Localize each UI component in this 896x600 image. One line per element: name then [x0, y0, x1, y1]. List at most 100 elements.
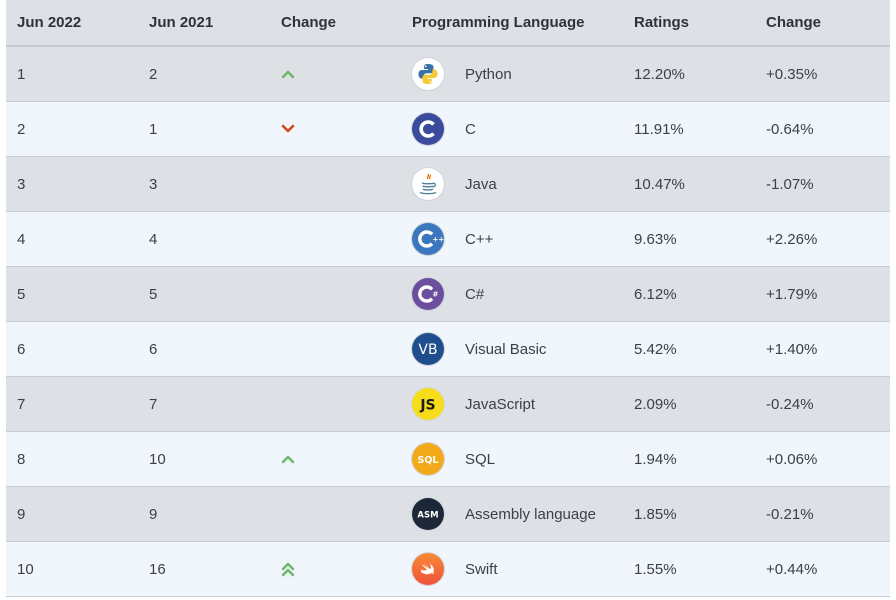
c-logo-icon — [412, 113, 444, 145]
table-row: 3 3 Java 10.47% -1.07% — [6, 157, 890, 212]
rating-change: -0.21% — [766, 505, 814, 523]
table-row: 4 4 ++ C++ 9.63% +2.26% — [6, 212, 890, 267]
rating-change: +2.26% — [766, 230, 818, 248]
language-cell: Swift — [412, 542, 498, 596]
rank-2022: 5 — [17, 285, 26, 303]
rating-change: +0.06% — [766, 450, 818, 468]
table-row: 8 10 SQL SQL 1.94% +0.06% — [6, 432, 890, 487]
header-jun-2022[interactable]: Jun 2022 — [17, 14, 82, 31]
rating-value: 1.55% — [634, 560, 677, 578]
rank-2021: 3 — [149, 175, 158, 193]
table-row: 1 2 Python 12.20% +0.35% — [6, 47, 890, 102]
rank-change-indicator — [281, 47, 295, 101]
asm-logo-icon: ASM — [412, 498, 444, 530]
rating-value: 11.91% — [634, 120, 684, 138]
rating-value: 1.94% — [634, 450, 677, 468]
language-name: C# — [465, 285, 485, 303]
csharp-logo-icon: # — [412, 278, 444, 310]
table-row: 10 16 Swift 1.55% +0.44% — [6, 542, 890, 597]
language-cell: SQL SQL — [412, 432, 495, 486]
rating-change: +1.79% — [766, 285, 818, 303]
language-cell: ++ C++ — [412, 212, 493, 266]
rating-value: 2.09% — [634, 395, 677, 413]
rating-change: -0.24% — [766, 395, 814, 413]
header-change-rating[interactable]: Change — [766, 14, 822, 31]
language-name: Visual Basic — [465, 340, 547, 358]
python-logo-icon — [412, 58, 444, 90]
language-name: Python — [465, 65, 512, 83]
sql-logo-icon: SQL — [412, 443, 444, 475]
language-name: C++ — [465, 230, 494, 248]
language-cell: C — [412, 102, 476, 156]
rank-2021: 2 — [149, 65, 158, 83]
rank-change-indicator — [281, 542, 295, 596]
language-name: JavaScript — [465, 395, 536, 413]
svg-text:JS: JS — [419, 398, 435, 414]
arrow-up-icon — [281, 69, 295, 79]
rating-value: 9.63% — [634, 230, 677, 248]
rank-change-indicator — [281, 102, 295, 156]
rating-change: +1.40% — [766, 340, 818, 358]
language-name: Assembly language — [465, 505, 596, 523]
arrow-down-icon — [281, 124, 295, 134]
language-name: Java — [465, 175, 497, 193]
arrow-up-icon — [281, 454, 295, 464]
table-row: 7 7 JS JavaScript 2.09% -0.24% — [6, 377, 890, 432]
rank-2022: 8 — [17, 450, 26, 468]
language-cell: Java — [412, 157, 497, 211]
vb-logo-icon: VB — [412, 333, 444, 365]
rank-2022: 1 — [17, 65, 26, 83]
rank-2021: 6 — [149, 340, 158, 358]
rating-value: 6.12% — [634, 285, 677, 303]
table-row: 6 6 VB Visual Basic 5.42% +1.40% — [6, 322, 890, 377]
rank-2022: 9 — [17, 505, 26, 523]
rating-value: 12.20% — [634, 65, 685, 83]
rank-2022: 6 — [17, 340, 26, 358]
language-cell: # C# — [412, 267, 484, 321]
svg-text:#: # — [433, 291, 439, 299]
header-jun-2021[interactable]: Jun 2021 — [149, 14, 214, 31]
rank-2022: 10 — [17, 560, 34, 578]
js-logo-icon: JS — [412, 388, 444, 420]
svg-text:++: ++ — [433, 236, 445, 244]
rank-2021: 5 — [149, 285, 158, 303]
svg-text:VB: VB — [418, 342, 437, 358]
language-ranking-table: Jun 2022 Jun 2021 Change Programming Lan… — [6, 0, 890, 597]
rating-value: 5.42% — [634, 340, 677, 358]
rank-change-indicator — [281, 432, 295, 486]
table-row: 2 1 C 11.91% -0.64% — [6, 102, 890, 157]
svg-text:SQL: SQL — [418, 455, 439, 466]
rank-2021: 16 — [149, 560, 166, 578]
header-programming-language[interactable]: Programming Language — [412, 14, 585, 31]
header-ratings[interactable]: Ratings — [634, 14, 690, 31]
rating-value: 1.85% — [634, 505, 677, 523]
table-header: Jun 2022 Jun 2021 Change Programming Lan… — [6, 0, 890, 47]
rank-2022: 4 — [17, 230, 26, 248]
rank-2021: 4 — [149, 230, 158, 248]
table-row: 9 9 ASM Assembly language 1.85% -0.21% — [6, 487, 890, 542]
rank-2022: 3 — [17, 175, 26, 193]
rank-2021: 1 — [149, 120, 158, 138]
svg-text:ASM: ASM — [417, 511, 438, 521]
language-name: Swift — [465, 560, 498, 578]
swift-logo-icon — [412, 553, 444, 585]
language-name: SQL — [465, 450, 496, 468]
java-logo-icon — [412, 168, 444, 200]
rank-2021: 10 — [149, 450, 166, 468]
rating-change: -1.07% — [766, 175, 814, 193]
language-cell: Python — [412, 47, 512, 101]
cpp-logo-icon: ++ — [412, 223, 444, 255]
double-arrow-up-icon — [281, 561, 295, 577]
language-cell: ASM Assembly language — [412, 487, 596, 541]
rank-2022: 7 — [17, 395, 26, 413]
rank-2022: 2 — [17, 120, 26, 138]
rating-change: +0.35% — [766, 65, 818, 83]
header-change-rank[interactable]: Change — [281, 14, 337, 31]
rank-2021: 7 — [149, 395, 158, 413]
language-cell: VB Visual Basic — [412, 322, 546, 376]
rank-2021: 9 — [149, 505, 158, 523]
table-row: 5 5 # C# 6.12% +1.79% — [6, 267, 890, 322]
language-cell: JS JavaScript — [412, 377, 535, 431]
rating-value: 10.47% — [634, 175, 685, 193]
language-name: C — [465, 120, 476, 138]
